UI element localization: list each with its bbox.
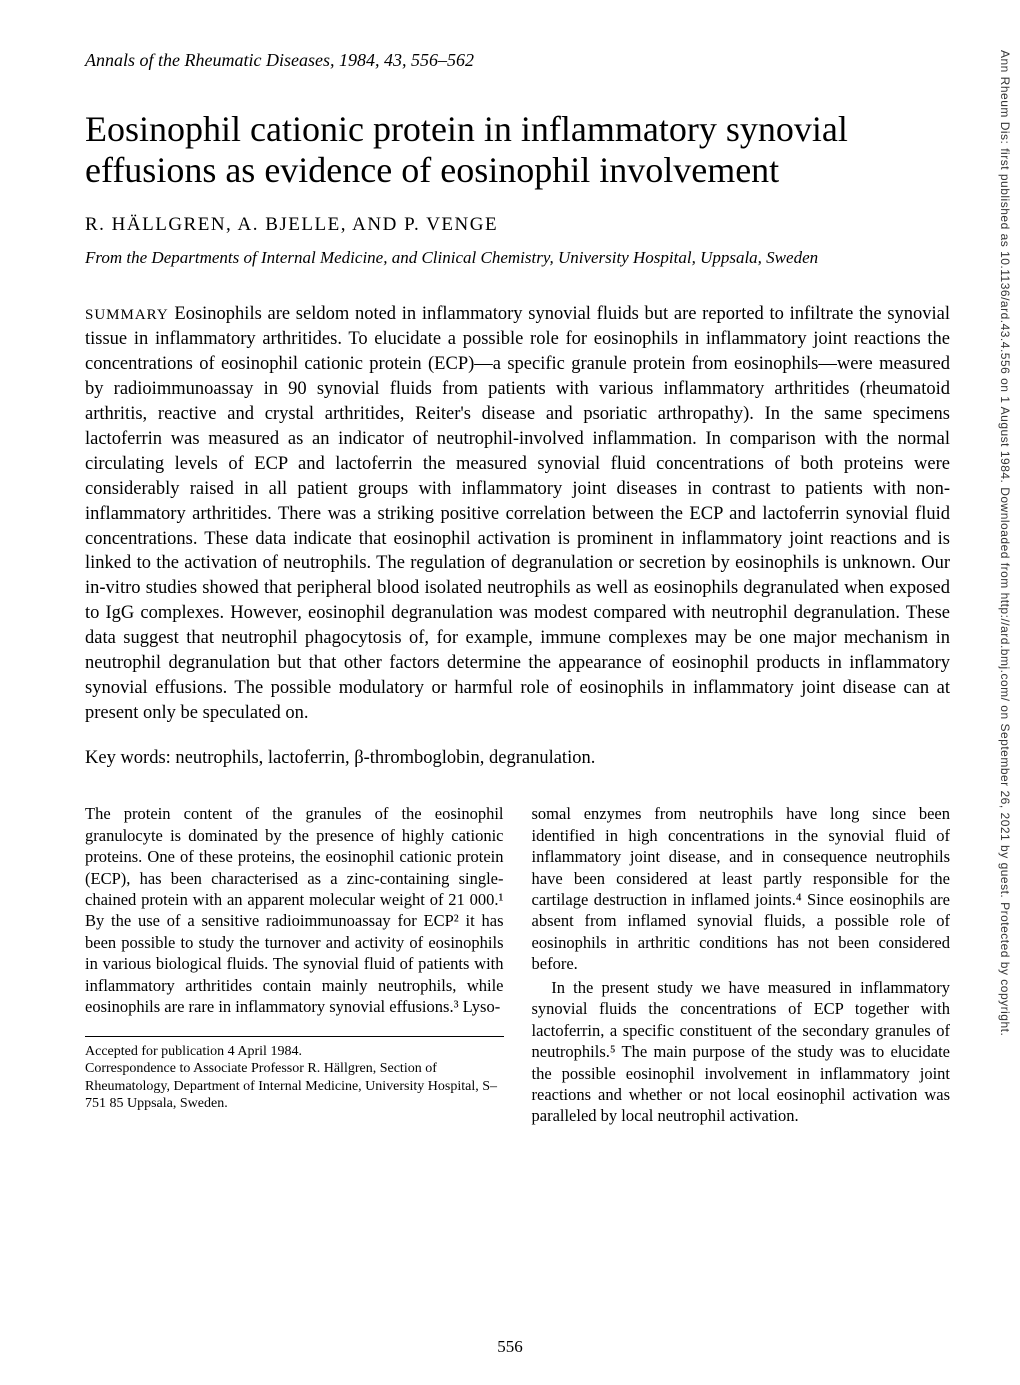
summary-text: Eosinophils are seldom noted in inflamma… bbox=[85, 304, 950, 724]
authors-line: R. HÄLLGREN, A. BJELLE, AND P. VENGE bbox=[85, 214, 950, 236]
keywords-line: Key words: neutrophils, lactoferrin, β-t… bbox=[85, 748, 950, 769]
accepted-date: Accepted for publication 4 April 1984. bbox=[85, 1043, 504, 1061]
footnote-rule bbox=[85, 1036, 504, 1037]
affiliation-line: From the Departments of Internal Medicin… bbox=[85, 248, 950, 268]
summary-label: SUMMARY bbox=[85, 307, 169, 323]
right-column: somal enzymes from neutrophils have long… bbox=[532, 803, 951, 1127]
body-para-left: The protein content of the granules of t… bbox=[85, 803, 504, 1017]
left-column: The protein content of the granules of t… bbox=[85, 803, 504, 1127]
article-title: Eosinophil cationic protein in inflammat… bbox=[85, 109, 950, 192]
correspondence-address: Correspondence to Associate Professor R.… bbox=[85, 1060, 504, 1113]
body-columns: The protein content of the granules of t… bbox=[85, 803, 950, 1127]
body-para-right-2: In the present study we have measured in… bbox=[532, 977, 951, 1127]
abstract-block: SUMMARY Eosinophils are seldom noted in … bbox=[85, 302, 950, 726]
copyright-sidebar: Ann Rheum Dis: first published as 10.113… bbox=[998, 50, 1012, 1036]
page-number: 556 bbox=[497, 1337, 523, 1357]
journal-citation: Annals of the Rheumatic Diseases, 1984, … bbox=[85, 50, 950, 71]
footnote-block: Accepted for publication 4 April 1984. C… bbox=[85, 1043, 504, 1113]
body-para-right-1: somal enzymes from neutrophils have long… bbox=[532, 803, 951, 975]
